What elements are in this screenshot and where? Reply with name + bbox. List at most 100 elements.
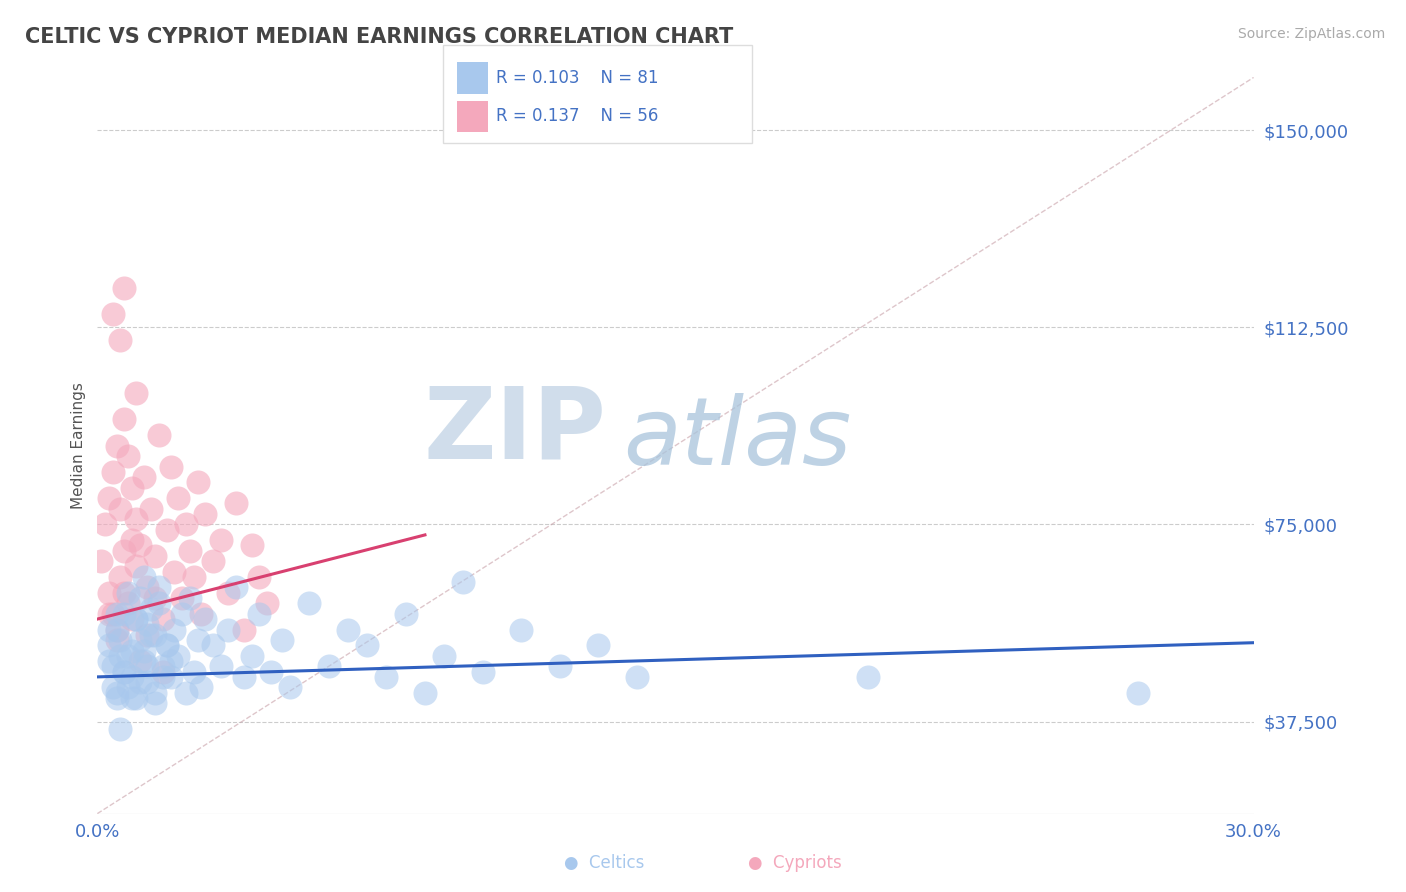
Point	[152, 659, 174, 673]
Point	[152, 670, 174, 684]
Point	[1126, 686, 1149, 700]
Point	[167, 648, 190, 663]
Point	[247, 607, 270, 621]
Point	[90, 554, 112, 568]
Point	[413, 686, 436, 700]
Point	[209, 533, 232, 548]
Point	[225, 496, 247, 510]
Point	[110, 570, 132, 584]
Point	[548, 659, 571, 673]
Text: R = 0.103    N = 81: R = 0.103 N = 81	[496, 70, 659, 87]
Point	[105, 607, 128, 621]
Point	[318, 659, 340, 673]
Point	[105, 623, 128, 637]
Point	[136, 675, 159, 690]
Point	[97, 623, 120, 637]
Point	[125, 512, 148, 526]
Point	[194, 612, 217, 626]
Point	[143, 686, 166, 700]
Point	[117, 681, 139, 695]
Point	[143, 696, 166, 710]
Point	[110, 334, 132, 348]
Point	[136, 581, 159, 595]
Point	[217, 623, 239, 637]
Point	[356, 638, 378, 652]
Point	[209, 659, 232, 673]
Point	[433, 648, 456, 663]
Point	[101, 659, 124, 673]
Point	[117, 449, 139, 463]
Point	[141, 628, 163, 642]
Point	[128, 538, 150, 552]
Point	[125, 612, 148, 626]
Point	[588, 638, 610, 652]
Text: ●  Cypriots: ● Cypriots	[748, 855, 841, 872]
Point	[110, 648, 132, 663]
Point	[156, 638, 179, 652]
Text: atlas: atlas	[623, 392, 852, 483]
Point	[101, 307, 124, 321]
Point	[190, 607, 212, 621]
Point	[172, 607, 194, 621]
Point	[159, 459, 181, 474]
Point	[105, 438, 128, 452]
Point	[121, 612, 143, 626]
Point	[159, 654, 181, 668]
Point	[240, 648, 263, 663]
Point	[163, 565, 186, 579]
Point	[190, 681, 212, 695]
Point	[136, 628, 159, 642]
Point	[136, 659, 159, 673]
Point	[121, 643, 143, 657]
Point	[121, 481, 143, 495]
Point	[132, 470, 155, 484]
Point	[152, 612, 174, 626]
Point	[112, 281, 135, 295]
Point	[247, 570, 270, 584]
Point	[128, 675, 150, 690]
Point	[240, 538, 263, 552]
Point	[148, 596, 170, 610]
Point	[510, 623, 533, 637]
Point	[105, 690, 128, 705]
Point	[143, 549, 166, 563]
Point	[260, 665, 283, 679]
Point	[121, 533, 143, 548]
Point	[97, 607, 120, 621]
Point	[112, 607, 135, 621]
Point	[453, 575, 475, 590]
Point	[163, 623, 186, 637]
Point	[125, 559, 148, 574]
Text: ZIP: ZIP	[423, 383, 606, 479]
Point	[101, 465, 124, 479]
Point	[152, 665, 174, 679]
Point	[112, 412, 135, 426]
Point	[132, 654, 155, 668]
Point	[856, 670, 879, 684]
Point	[112, 665, 135, 679]
Point	[97, 491, 120, 505]
Point	[225, 581, 247, 595]
Text: Source: ZipAtlas.com: Source: ZipAtlas.com	[1237, 27, 1385, 41]
Point	[121, 670, 143, 684]
Point	[174, 686, 197, 700]
Point	[105, 623, 128, 637]
Point	[298, 596, 321, 610]
Text: ●  Celtics: ● Celtics	[564, 855, 645, 872]
Point	[105, 686, 128, 700]
Point	[471, 665, 494, 679]
Point	[121, 690, 143, 705]
Point	[187, 475, 209, 490]
Point	[110, 501, 132, 516]
Point	[148, 428, 170, 442]
Point	[97, 638, 120, 652]
Point	[117, 586, 139, 600]
Point	[148, 581, 170, 595]
Point	[232, 623, 254, 637]
Point	[117, 648, 139, 663]
Point	[256, 596, 278, 610]
Point	[395, 607, 418, 621]
Point	[125, 612, 148, 626]
Point	[143, 628, 166, 642]
Point	[132, 570, 155, 584]
